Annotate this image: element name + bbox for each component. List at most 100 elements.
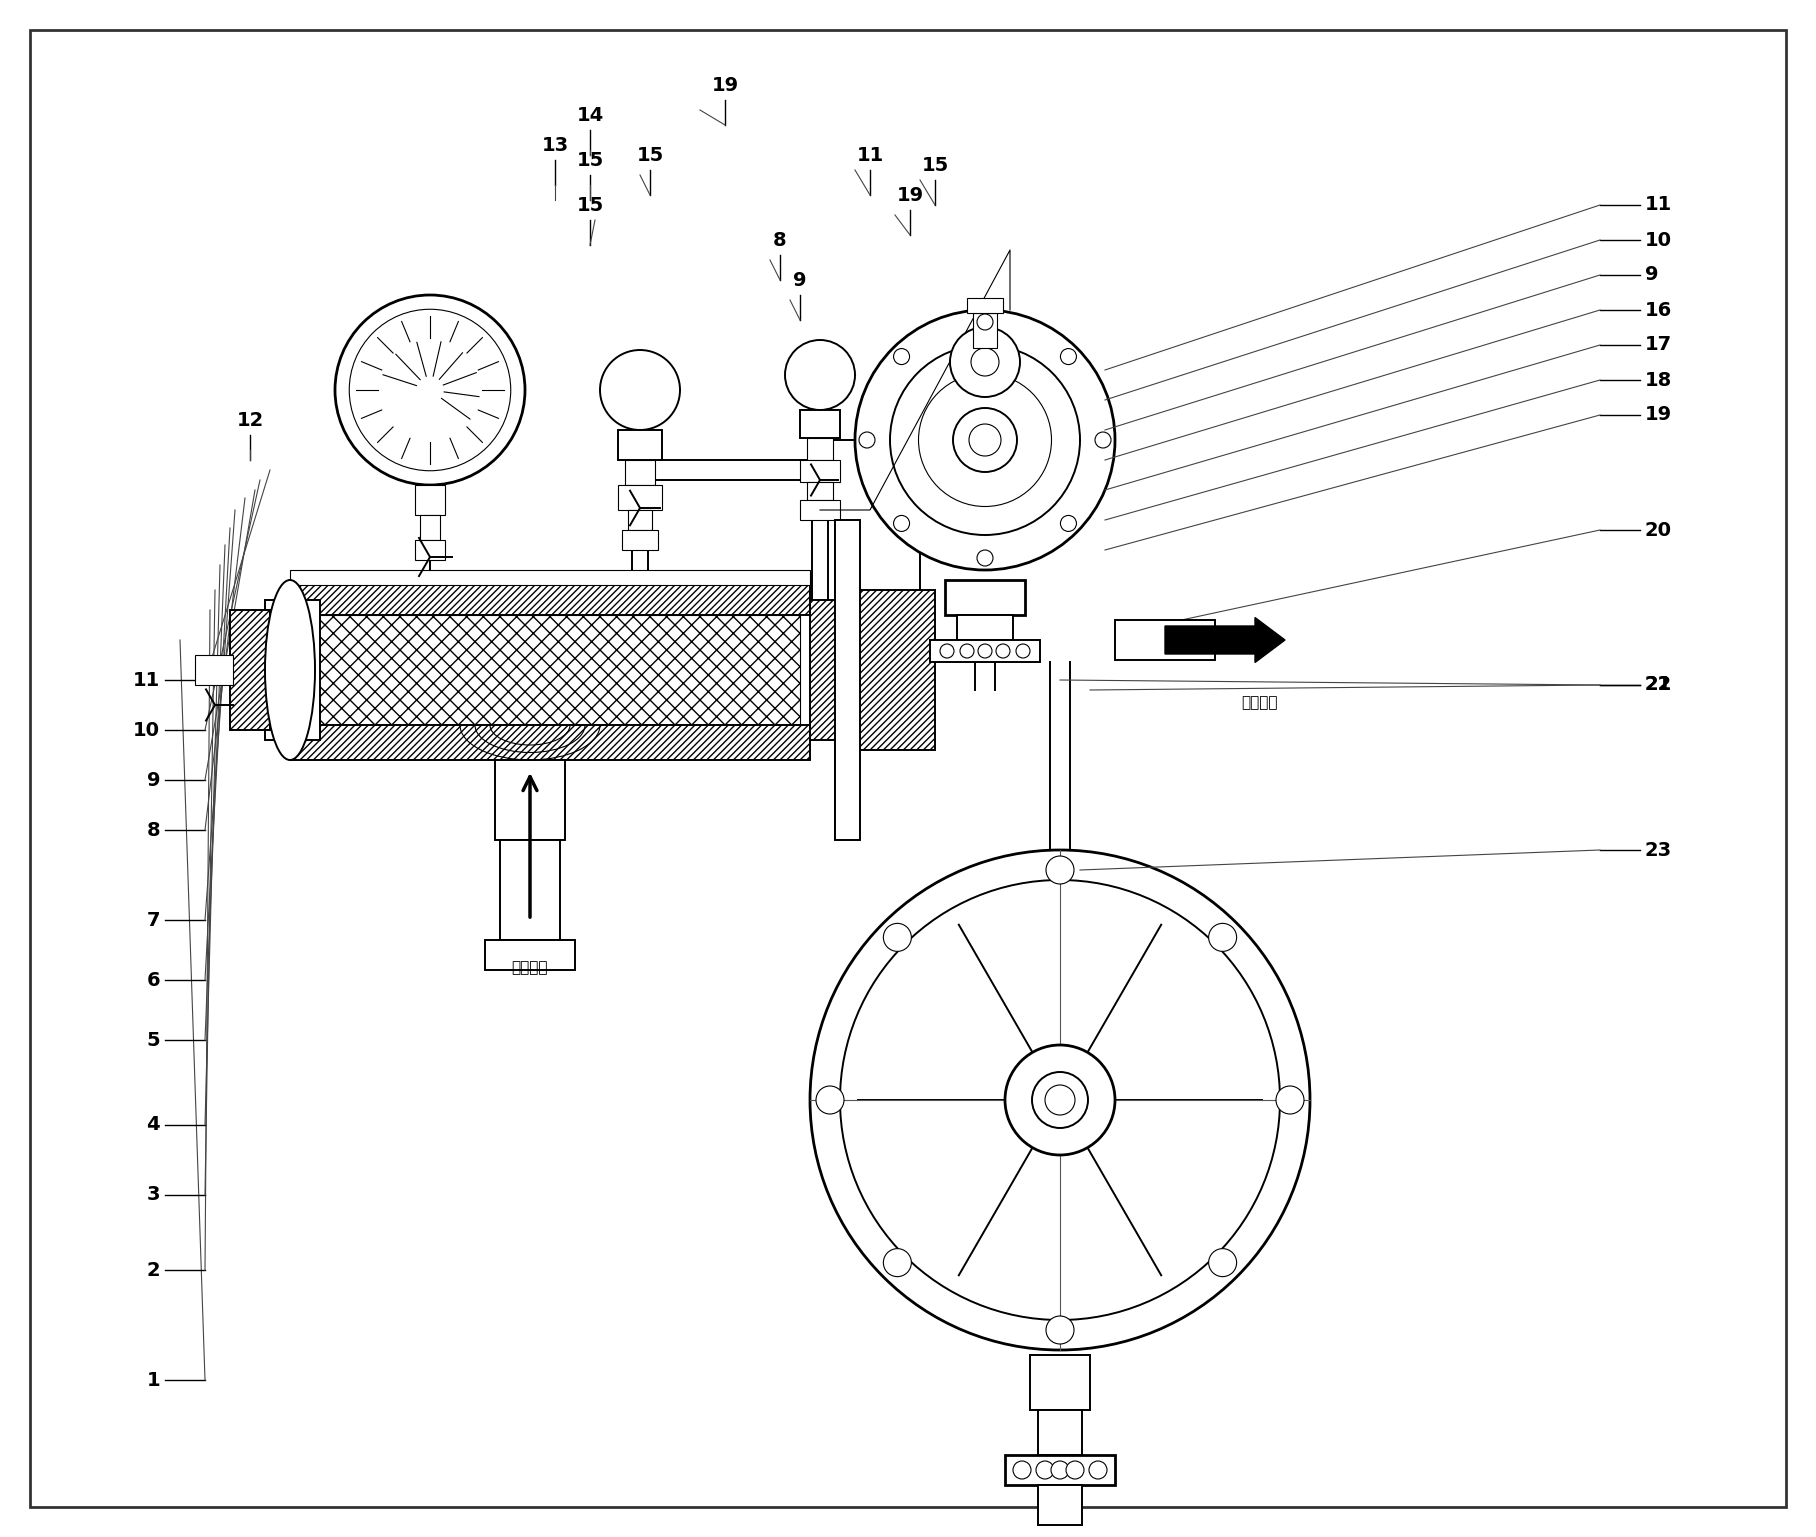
Text: 19: 19: [712, 75, 739, 95]
Circle shape: [810, 850, 1309, 1349]
Bar: [265, 599, 320, 739]
Circle shape: [893, 515, 910, 532]
Text: 7: 7: [147, 910, 160, 930]
Circle shape: [1209, 1248, 1237, 1277]
Text: 19: 19: [1645, 406, 1673, 424]
Text: 9: 9: [1645, 266, 1658, 284]
Text: 17: 17: [1645, 335, 1673, 355]
Text: 燃气出口: 燃气出口: [1242, 695, 1278, 710]
Bar: [835, 520, 861, 841]
Bar: [291, 725, 810, 759]
Bar: [628, 510, 652, 530]
Bar: [617, 430, 663, 460]
Text: 1: 1: [147, 1371, 160, 1389]
Text: 11: 11: [857, 146, 884, 164]
Bar: [806, 438, 834, 460]
Circle shape: [941, 644, 953, 658]
Circle shape: [1209, 924, 1237, 951]
Bar: [485, 941, 576, 970]
Text: 15: 15: [576, 197, 603, 215]
Bar: [625, 460, 656, 486]
Bar: [1030, 1356, 1090, 1409]
Circle shape: [859, 432, 875, 447]
Bar: [810, 599, 855, 739]
Circle shape: [1061, 515, 1077, 532]
Bar: [1004, 1456, 1115, 1485]
Text: 8: 8: [774, 231, 786, 251]
Circle shape: [972, 347, 999, 377]
Bar: [291, 570, 810, 586]
Text: 5: 5: [147, 1030, 160, 1050]
Bar: [801, 410, 841, 438]
Circle shape: [815, 1087, 844, 1114]
Circle shape: [1046, 1316, 1073, 1343]
Bar: [617, 486, 663, 510]
Text: 18: 18: [1645, 370, 1673, 389]
Text: 21: 21: [1645, 675, 1673, 695]
Circle shape: [599, 350, 679, 430]
Text: 9: 9: [147, 770, 160, 790]
Circle shape: [890, 344, 1081, 535]
Text: 4: 4: [147, 1116, 160, 1134]
Circle shape: [1044, 1085, 1075, 1114]
Bar: [806, 483, 834, 500]
Circle shape: [995, 644, 1010, 658]
Circle shape: [1277, 1087, 1304, 1114]
Bar: [419, 515, 439, 539]
Text: 9: 9: [794, 271, 806, 290]
Circle shape: [1061, 349, 1077, 364]
Text: 13: 13: [541, 135, 568, 155]
Bar: [231, 610, 271, 730]
Bar: [930, 639, 1041, 662]
Ellipse shape: [265, 579, 314, 759]
Circle shape: [1004, 1045, 1115, 1154]
Bar: [623, 530, 657, 550]
Text: 15: 15: [921, 155, 948, 175]
Bar: [801, 460, 841, 483]
Circle shape: [1013, 1462, 1031, 1479]
Circle shape: [785, 340, 855, 410]
Bar: [801, 500, 841, 520]
Bar: [944, 579, 1024, 615]
Circle shape: [349, 309, 510, 470]
Circle shape: [979, 644, 992, 658]
Circle shape: [919, 373, 1051, 507]
Bar: [499, 841, 559, 941]
Circle shape: [1066, 1462, 1084, 1479]
Text: 14: 14: [576, 106, 603, 124]
Text: 15: 15: [636, 146, 663, 164]
Text: 15: 15: [576, 151, 603, 171]
Text: 10: 10: [1645, 231, 1673, 249]
Circle shape: [334, 295, 525, 486]
Polygon shape: [835, 520, 855, 841]
Bar: [291, 579, 810, 615]
Bar: [496, 759, 565, 841]
Circle shape: [1095, 432, 1111, 447]
Text: 11: 11: [133, 670, 160, 690]
Text: 11: 11: [1645, 195, 1673, 215]
Circle shape: [977, 314, 993, 330]
Circle shape: [1015, 644, 1030, 658]
FancyArrow shape: [1166, 618, 1286, 662]
Bar: [973, 314, 997, 347]
Bar: [957, 615, 1013, 639]
Bar: [1039, 1485, 1082, 1525]
Text: 6: 6: [147, 970, 160, 990]
Circle shape: [1046, 856, 1073, 884]
Text: 2: 2: [147, 1260, 160, 1279]
Bar: [1115, 619, 1215, 659]
Bar: [194, 655, 232, 686]
Bar: [300, 615, 801, 725]
Circle shape: [883, 1248, 912, 1277]
Text: 19: 19: [897, 186, 924, 204]
Circle shape: [1031, 1071, 1088, 1128]
Text: 16: 16: [1645, 301, 1673, 320]
Circle shape: [950, 327, 1021, 397]
Circle shape: [841, 881, 1280, 1320]
Text: 12: 12: [236, 410, 263, 430]
Circle shape: [855, 310, 1115, 570]
Circle shape: [961, 644, 973, 658]
Circle shape: [1051, 1462, 1070, 1479]
Circle shape: [1035, 1462, 1053, 1479]
Text: 23: 23: [1645, 841, 1673, 859]
